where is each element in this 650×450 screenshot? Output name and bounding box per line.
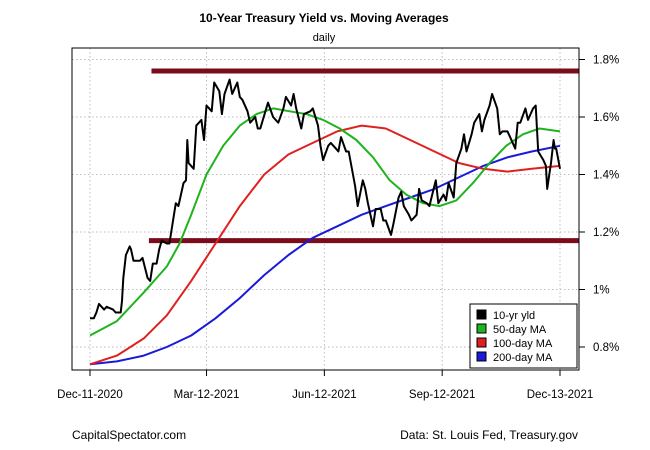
series-line-100-day-ma	[89, 124, 561, 366]
legend-label: 200-day MA	[493, 352, 553, 364]
x-tick-label: Dec-11-2020	[57, 389, 123, 401]
series-lines	[89, 78, 561, 366]
legend: 10-yr yld 50-day MA 100-day MA 200-day MA	[469, 303, 578, 369]
x-tick-label: Mar-12-2021	[174, 389, 240, 401]
legend-label: 100-day MA	[493, 338, 553, 350]
legend-box	[469, 303, 578, 369]
legend-label: 10-yr yld	[493, 310, 535, 322]
footer-data-source: Data: St. Louis Fed, Treasury.gov	[400, 428, 578, 442]
plot-frame	[71, 47, 580, 371]
chart-title: 10-Year Treasury Yield vs. Moving Averag…	[199, 11, 449, 25]
y-tick-label: 1.6%	[593, 112, 619, 124]
footer-source-site: CapitalSpectator.com	[72, 428, 187, 442]
y-tick-label: 0.8%	[593, 342, 619, 354]
legend-swatch	[476, 323, 487, 334]
series-line-10-yr-yld	[90, 78, 561, 320]
y-tick-label: 1%	[593, 285, 610, 297]
y-tick-label: 1.2%	[593, 227, 619, 239]
legend-swatch	[476, 309, 487, 320]
reference-lines	[148, 68, 579, 244]
legend-swatch	[476, 351, 487, 362]
x-tick-label: Jun-12-2021	[292, 389, 357, 401]
series-line-50-day-ma	[89, 107, 561, 337]
legend-label: 50-day MA	[493, 324, 547, 336]
x-tick-label: Dec-13-2021	[527, 389, 593, 401]
x-tick-label: Sep-12-2021	[409, 389, 476, 401]
chart-subtitle: daily	[313, 32, 336, 44]
legend-swatch	[476, 337, 487, 348]
axes: Dec-11-2020 Mar-12-2021 Jun-12-2021 Sep-12-…	[57, 55, 619, 402]
y-tick-label: 1.4%	[593, 170, 619, 182]
y-tick-label: 1.8%	[593, 55, 619, 67]
